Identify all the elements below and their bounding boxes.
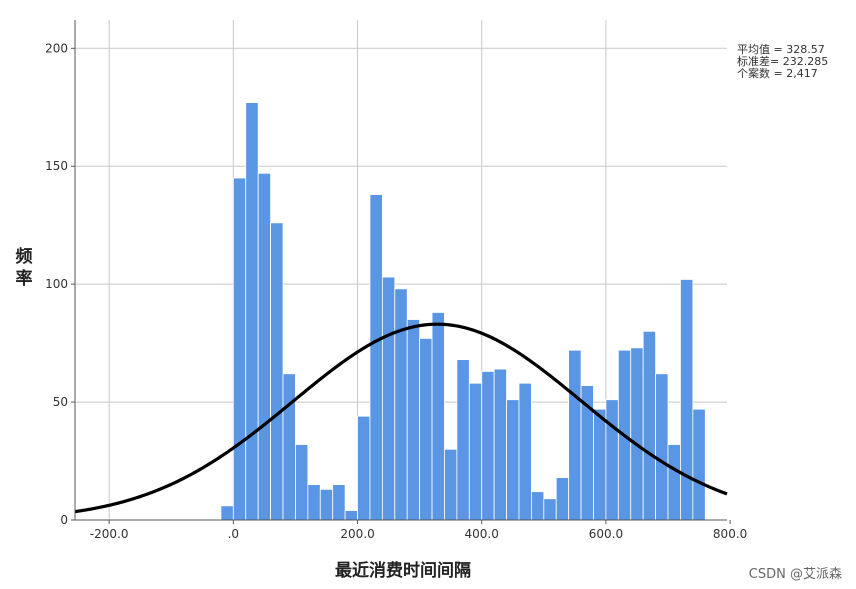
histogram-bar (493, 368, 507, 521)
normal-curve (74, 322, 728, 514)
histogram-bar (245, 102, 259, 521)
histogram-bar (307, 484, 321, 521)
histogram-bar (655, 373, 669, 521)
histogram-bar (506, 399, 520, 521)
histogram-bar (593, 408, 607, 521)
histogram-bar (381, 276, 396, 521)
histogram-bar (531, 491, 545, 521)
y-axis-label: 频率 (15, 247, 33, 289)
histogram-bar (468, 382, 483, 521)
axes (74, 20, 727, 521)
histogram-bars (220, 102, 706, 521)
histogram-bar (481, 371, 495, 521)
histogram-bar (357, 415, 371, 521)
histogram-bar (270, 222, 284, 521)
histogram-bar (630, 347, 644, 521)
y-tick-label: 0 (60, 513, 68, 527)
watermark: CSDN @艾派森 (748, 567, 842, 582)
histogram-bar (319, 488, 334, 521)
histogram-bar (456, 359, 470, 521)
histogram-bar (444, 448, 458, 521)
histogram-bar (369, 194, 383, 521)
y-tick-label: 100 (45, 277, 68, 291)
histogram-bar (295, 444, 309, 521)
stats-std: 标准差= 232.285 (737, 55, 829, 68)
stats-n: 个案数 = 2,417 (737, 67, 818, 80)
y-tick-label: 50 (53, 395, 68, 409)
normal-curve-layer (74, 322, 728, 514)
y-tick-label: 150 (45, 159, 68, 173)
histogram-bar (406, 319, 421, 521)
x-tick-label: 800.0 (713, 527, 747, 541)
histogram-bar (518, 382, 532, 521)
histogram-bar (680, 279, 694, 521)
histogram-bar (555, 477, 570, 521)
histogram-bar (332, 484, 346, 521)
histogram-bar (220, 505, 234, 521)
histogram-bar (257, 172, 271, 521)
histogram-bar (282, 373, 296, 521)
histogram-bar (692, 408, 706, 521)
y-tick-labels: 0 50 100 150 200 (45, 41, 75, 527)
histogram-bar (431, 312, 445, 521)
histogram-bar (568, 349, 582, 521)
stats-box: 平均值 = 328.57 标准差= 232.285 个案数 = 2,417 (737, 44, 828, 80)
histogram-bar (344, 510, 358, 521)
x-tick-label: .0 (228, 527, 239, 541)
y-tick-label: 200 (45, 41, 68, 55)
x-tick-label: 600.0 (589, 527, 623, 541)
x-tick-label: 200.0 (340, 527, 374, 541)
x-tick-label: -200.0 (90, 527, 129, 541)
histogram-bar (419, 337, 433, 521)
histogram-bar (543, 498, 557, 521)
histogram-bar (642, 330, 656, 521)
histogram-bar (605, 399, 619, 521)
histogram-bar (232, 177, 247, 521)
x-tick-labels: -200.0 .0 200.0 400.0 600.0 800.0 (90, 520, 747, 541)
x-tick-label: 400.0 (465, 527, 499, 541)
x-axis-label: 最近消费时间间隔 (335, 561, 471, 581)
histogram-bar (394, 288, 408, 521)
histogram-bar (667, 444, 681, 521)
stats-mean: 平均值 = 328.57 (737, 43, 825, 56)
